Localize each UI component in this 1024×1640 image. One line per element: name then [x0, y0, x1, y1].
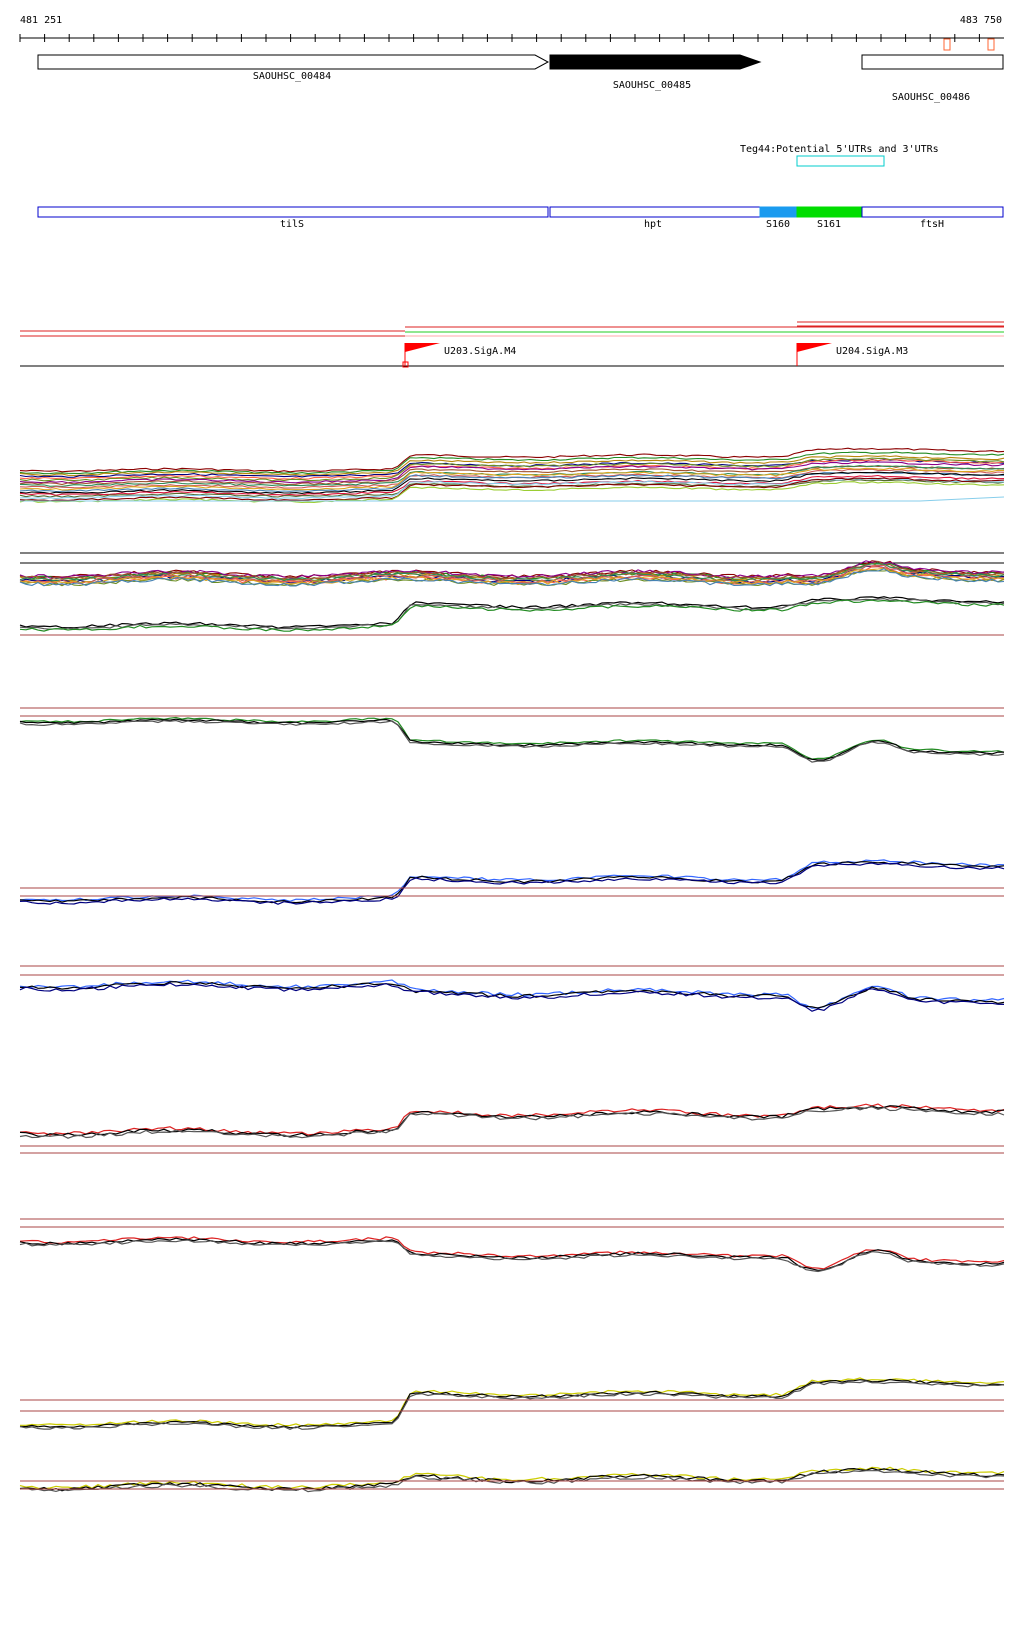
expression-curve: [20, 981, 1005, 1009]
expression-curve: [19, 982, 1005, 1012]
ruler-start-label: 481 251: [20, 15, 62, 26]
expression-curve: [19, 568, 1005, 587]
gene-box-saouhsc-00486[interactable]: [861, 54, 1004, 70]
gene-label: SAOUHSC_00485: [613, 80, 691, 91]
gene-label: SAOUHSC_00486: [892, 92, 970, 103]
expression-curve: [19, 1467, 1005, 1492]
expression-curve: [19, 451, 1005, 475]
gene-arrow-saouhsc-00485[interactable]: [549, 54, 762, 70]
expression-curve: [19, 596, 1005, 629]
expression-track-blue-1: [19, 859, 1005, 905]
expression-curve: [19, 1378, 1005, 1429]
expression-curve: [19, 862, 1005, 905]
expression-curve: [19, 461, 1005, 484]
expression-track-multi-2: [19, 560, 1005, 587]
expression-curve: [19, 567, 1005, 586]
marker-icon: [943, 38, 951, 51]
expression-curve: [19, 597, 1005, 631]
expression-curve: [19, 563, 1005, 582]
expression-track-green-1: [19, 596, 1005, 632]
expression-curve: [19, 564, 1005, 584]
expression-curve: [19, 1236, 1005, 1270]
expression-track-green-2: [19, 716, 1005, 763]
promoter-label: U204.SigA.M3: [836, 346, 908, 357]
expression-curve: [20, 1377, 1005, 1427]
expression-curve: [19, 481, 1005, 503]
segment-label: ftsH: [920, 219, 944, 230]
expression-curve: [19, 716, 1005, 760]
marker-icon: [987, 38, 995, 51]
utr-feature-box[interactable]: [796, 155, 885, 167]
segment-track: tilS hpt S160 S161 ftsH: [37, 206, 1004, 230]
expression-track-blue-2: [19, 979, 1005, 1012]
segment-s161[interactable]: [796, 206, 863, 218]
expression-curve: [19, 447, 1005, 473]
segment-label: hpt: [644, 219, 662, 230]
expression-curve: [19, 458, 1005, 478]
promoter-track: U203.SigA.M4 U204.SigA.M3: [20, 321, 1004, 368]
expression-track-red-1: [19, 1103, 1005, 1139]
segment-label: S160: [766, 219, 790, 230]
segment-label: tilS: [280, 219, 304, 230]
segment-hpt[interactable]: [549, 206, 761, 218]
expression-track-yellow-2: [19, 1466, 1005, 1493]
utr-feature-track: Teg44:Potential 5'UTRs and 3'UTRs: [740, 144, 939, 167]
segment-ftsh[interactable]: [861, 206, 1004, 218]
expression-curve: [19, 1466, 1005, 1490]
segment-s160[interactable]: [759, 206, 798, 218]
expression-curve: [19, 471, 1005, 495]
expression-curve: [19, 562, 1005, 582]
expression-curve: [19, 1106, 1005, 1139]
gene-arrow-saouhsc-00484[interactable]: [37, 54, 550, 70]
expression-curve: [20, 496, 1005, 502]
expression-track-multi: [19, 447, 1005, 503]
ruler-end-label: 483 750: [960, 15, 1002, 26]
expression-curve: [19, 459, 1005, 480]
coordinate-ruler: 481 251 483 750: [19, 15, 1004, 42]
expression-track-yellow-1: [19, 1377, 1005, 1431]
expression-curve: [19, 477, 1005, 500]
ruler-ticks: [19, 34, 980, 42]
feature-track-label: Teg44:Potential 5'UTRs and 3'UTRs: [740, 144, 939, 155]
expression-curve: [19, 457, 1005, 482]
expression-curve: [19, 1380, 1005, 1431]
expression-curve: [19, 560, 1005, 581]
red-flag-icon[interactable]: [796, 343, 832, 366]
gene-track: SAOUHSC_00484 SAOUHSC_00485 SAOUHSC_0048…: [37, 38, 1004, 103]
expression-curve: [19, 455, 1005, 477]
expression-tracks: [19, 447, 1005, 1493]
expression-curve: [19, 467, 1005, 491]
gene-label: SAOUHSC_00484: [253, 71, 331, 82]
promoter-label: U203.SigA.M4: [444, 346, 516, 357]
expression-curve: [19, 1239, 1005, 1273]
expression-curve: [19, 718, 1004, 761]
expression-track-red-2: [19, 1236, 1005, 1273]
red-flag-icon[interactable]: [402, 343, 440, 368]
segment-tils[interactable]: [37, 206, 549, 218]
expression-curve: [19, 599, 1005, 632]
expression-curve: [19, 719, 1005, 763]
expression-curve: [19, 477, 1005, 502]
segment-label: S161: [817, 219, 841, 230]
